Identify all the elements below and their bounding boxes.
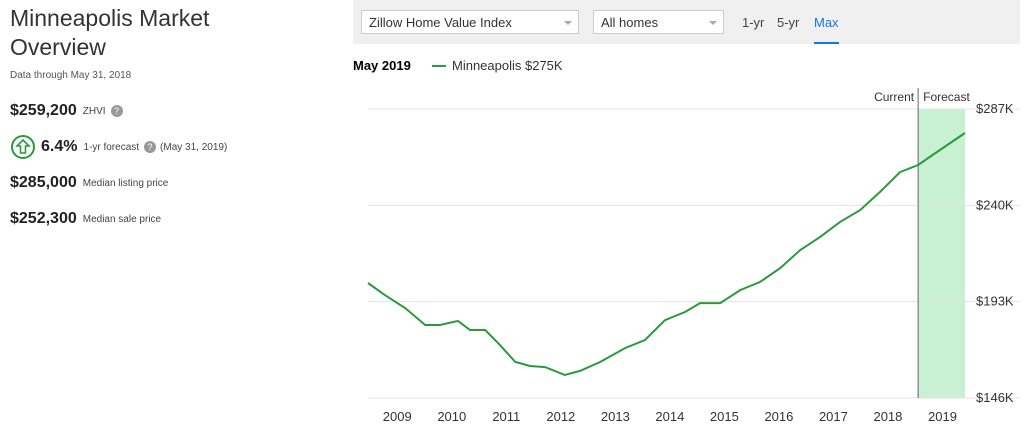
range-button[interactable]: 5-yr <box>777 15 800 30</box>
x-tick-label: 2012 <box>546 409 575 424</box>
homes-select[interactable]: All homes <box>593 10 724 34</box>
y-tick-label: $193K <box>976 294 1014 309</box>
sale-label: Median sale price <box>82 213 162 225</box>
forecast-region <box>918 109 965 398</box>
sale-row: $252,300 Median sale price <box>10 201 340 237</box>
sidebar: Minneapolis Market Overview Data through… <box>10 4 340 237</box>
current-label: Current <box>874 90 915 104</box>
x-tick-label: 2011 <box>492 409 520 424</box>
y-tick-label: $146K <box>976 390 1014 405</box>
series-line <box>367 132 966 377</box>
listing-label: Median listing price <box>82 177 169 189</box>
x-tick-label: 2010 <box>437 409 466 424</box>
zhvi-row: $259,200 ZHVI? <box>10 93 340 129</box>
data-date: Data through May 31, 2018 <box>10 70 132 81</box>
forecast-label: Forecast <box>923 90 970 104</box>
help-icon[interactable]: ? <box>144 141 157 153</box>
forecast-value: 6.4% <box>41 138 78 155</box>
sale-value: $252,300 <box>10 210 77 227</box>
control-bar: Zillow Home Value Index All homes 1-yr 5… <box>353 0 1020 44</box>
x-tick-label: 2019 <box>928 409 957 424</box>
title: Minneapolis Market Overview <box>10 5 210 60</box>
up-icon <box>11 135 35 159</box>
legend-label: Minneapolis $275K <box>452 58 563 73</box>
forecast-row: 6.4% 1-yr forecast? (May 31, 2019) <box>10 129 340 165</box>
x-tick-label: 2017 <box>819 409 848 424</box>
y-tick-label: $287K <box>976 101 1014 116</box>
hover-date: May 2019 <box>353 58 411 73</box>
range-button[interactable]: Max <box>814 0 839 44</box>
x-tick-label: 2015 <box>710 409 739 424</box>
forecast-date: (May 31, 2019) <box>160 141 228 153</box>
x-tick-label: 2018 <box>873 409 902 424</box>
forecast-label: 1-yr forecast <box>83 141 140 153</box>
x-tick-label: 2013 <box>601 409 630 424</box>
y-tick-label: $240K <box>976 197 1014 212</box>
x-tick-label: 2014 <box>655 409 684 424</box>
zhvi-value: $259,200 <box>10 102 77 119</box>
listing-row: $285,000 Median listing price <box>10 165 340 201</box>
help-icon[interactable]: ? <box>110 105 123 117</box>
listing-value: $285,000 <box>10 174 77 191</box>
zhvi-label: ZHVI <box>82 105 106 117</box>
range-button[interactable]: 1-yr <box>742 15 765 30</box>
index-select[interactable]: Zillow Home Value Index <box>361 10 579 34</box>
x-tick-label: 2009 <box>383 409 412 424</box>
x-tick-label: 2016 <box>764 409 793 424</box>
